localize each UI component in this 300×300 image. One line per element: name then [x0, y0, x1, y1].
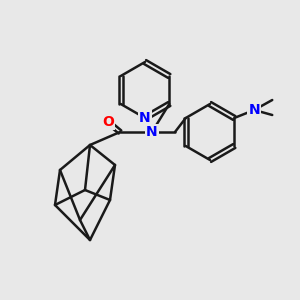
Text: N: N — [146, 125, 158, 139]
Text: N: N — [139, 111, 151, 125]
Text: N: N — [248, 103, 260, 117]
Text: O: O — [102, 115, 114, 129]
